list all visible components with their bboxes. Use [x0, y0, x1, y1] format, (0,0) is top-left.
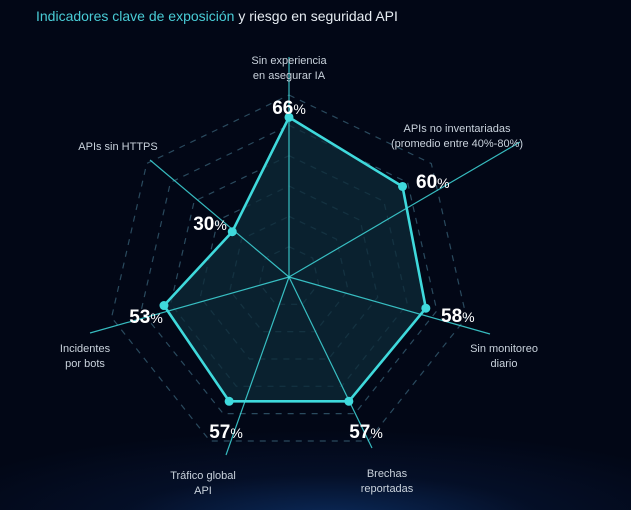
axis-label: APIs sin HTTPS	[78, 141, 157, 153]
data-outline	[162, 115, 428, 403]
axis-label: Incidentes	[60, 343, 111, 355]
axis-label: APIs no inventariadas	[403, 123, 511, 135]
title-rest: y riesgo en seguridad API	[234, 8, 398, 24]
axis-line	[288, 141, 521, 278]
value-label: 58%	[441, 306, 475, 327]
title-highlight: Indicadores clave de exposición	[36, 8, 235, 24]
grid-ring	[140, 124, 438, 415]
axis-label: Sin monitoreo	[470, 343, 538, 355]
axis-label: en asegurar IA	[253, 70, 326, 82]
data-point	[344, 396, 354, 406]
axis-label: Sin experiencia	[251, 55, 327, 67]
axis-line	[288, 276, 373, 449]
chart-title: Indicadores clave de exposición y riesgo…	[36, 8, 398, 24]
data-point	[227, 227, 237, 237]
axis-label: (promedio entre 40%-80%)	[391, 138, 523, 150]
value-label: 57%	[349, 422, 383, 443]
grid-ring	[110, 94, 468, 442]
axis-label: reportadas	[361, 483, 414, 495]
axis-line	[149, 159, 290, 278]
axis-line	[89, 276, 290, 334]
value-label: 66%	[272, 98, 306, 119]
axis-label: API	[194, 485, 212, 497]
axis-label: Tráfico global	[170, 470, 236, 482]
value-label: 60%	[416, 172, 450, 193]
value-label: 57%	[209, 422, 243, 443]
data-point	[159, 301, 169, 311]
value-label: 30%	[193, 214, 227, 235]
data-point	[398, 181, 408, 191]
axis-label: diario	[491, 358, 518, 370]
data-area	[163, 117, 426, 402]
value-label: 53%	[129, 307, 163, 328]
axis-label: por bots	[65, 358, 105, 370]
data-point	[284, 112, 294, 122]
axis-line	[288, 276, 491, 335]
axis-line	[225, 276, 290, 456]
data-point	[224, 396, 234, 406]
axis-label: Brechas	[367, 468, 408, 480]
data-point	[421, 303, 431, 313]
